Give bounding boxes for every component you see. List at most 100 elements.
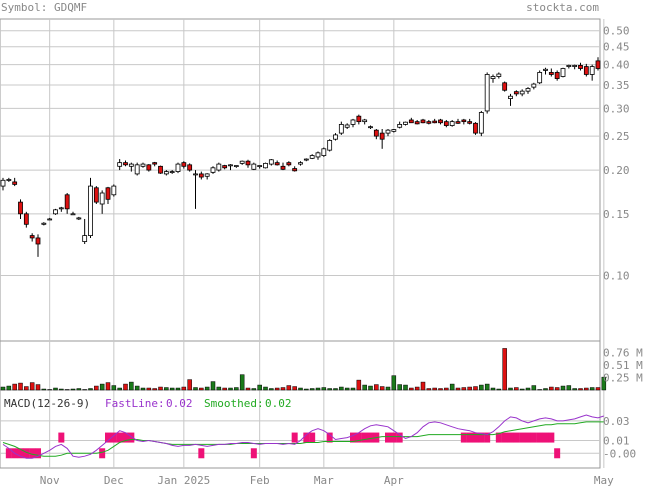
volume-bar (409, 387, 414, 391)
macd-tick-label: 0.01 (603, 435, 630, 448)
candle-body (426, 121, 432, 124)
volume-bar (479, 384, 484, 391)
volume-bar (572, 388, 577, 391)
volume-bar (315, 387, 321, 391)
macd-label: MACD(12-26-9) (4, 397, 90, 410)
candle-body (193, 173, 198, 176)
candle-body (245, 160, 251, 166)
volume-bar (70, 388, 76, 391)
candle-body (123, 162, 128, 166)
candle-body (47, 218, 53, 221)
volume-bar (111, 385, 117, 391)
volume-bar (12, 383, 17, 391)
candle-body (292, 168, 298, 172)
volume-bar (274, 387, 280, 391)
candle-body (327, 140, 333, 151)
x-tick-label: Jan 2025 (157, 474, 210, 486)
volume-bar (234, 387, 239, 391)
volume-bar (397, 384, 402, 391)
volume-bar (385, 386, 391, 391)
candle-body (531, 83, 537, 88)
volume-bar (6, 385, 12, 391)
candle-body (181, 162, 187, 167)
volume-bar (158, 386, 163, 391)
price-tick-label: 0.50 (603, 25, 630, 38)
volume-bar (53, 387, 58, 391)
candle-body (461, 119, 467, 123)
volume-bar (339, 386, 344, 391)
volume-bar (35, 384, 41, 391)
volume-bar (187, 379, 192, 391)
candle-body (35, 237, 41, 245)
price-tick-label: 0.15 (603, 208, 630, 221)
candle-body (88, 185, 93, 236)
candle-body (99, 192, 105, 205)
candle-body (449, 121, 455, 126)
volume-bar (362, 384, 367, 391)
candle-body (508, 95, 513, 99)
volume-bar (531, 385, 537, 391)
candle-body (566, 65, 572, 67)
candle-body (554, 72, 560, 79)
volume-bar (327, 388, 332, 391)
candle-body (589, 66, 595, 75)
volume-bar (199, 387, 204, 391)
candle-body (432, 120, 438, 124)
candle-body (583, 66, 589, 75)
candle-body (93, 187, 99, 203)
volume-bar (228, 387, 233, 391)
candle-body (228, 164, 233, 167)
volume-bar (344, 387, 350, 391)
macd-tick-label: -0.00 (603, 447, 636, 460)
candle-body (29, 235, 35, 239)
candle-body (548, 72, 554, 75)
x-tick-label: May (594, 474, 614, 486)
volume-bar (129, 381, 134, 391)
macd-histogram-bar (472, 432, 479, 443)
volume-bar (449, 383, 455, 391)
macd-histogram-bar (536, 432, 543, 443)
candle-body (513, 91, 519, 95)
candle-body (140, 163, 146, 167)
candle-body (338, 124, 344, 134)
macd-histogram-bar (385, 432, 391, 443)
candle-body (321, 148, 327, 156)
macd-histogram-bar (58, 432, 65, 443)
volume-bar (554, 387, 560, 391)
x-tick-label: Mar (314, 474, 334, 486)
volume-bar (432, 387, 437, 391)
candle-body (128, 163, 134, 167)
volume-bar (292, 386, 297, 391)
volume-bar (426, 388, 432, 391)
volume-bar (473, 386, 478, 391)
candle-body (502, 82, 508, 91)
volume-bar (508, 387, 513, 391)
macd-histogram-bar (501, 432, 508, 443)
volume-bar (257, 384, 262, 391)
macd-histogram-bar (355, 432, 362, 443)
candle-body (169, 171, 175, 173)
volume-bar (24, 386, 29, 391)
candle-body (12, 181, 18, 185)
macd-histogram-bar (525, 432, 531, 443)
candle-body (595, 60, 601, 69)
volume-bar (461, 387, 467, 391)
symbol-label: Symbol: GDQMF (1, 1, 87, 14)
candle-body (152, 162, 158, 165)
volume-bar (280, 387, 286, 391)
volume-bar (175, 387, 181, 391)
macd-histogram-bar (5, 448, 12, 459)
volume-bar (502, 348, 507, 391)
macd-histogram-bar (291, 432, 298, 443)
volume-bar (210, 381, 216, 391)
volume-bars (0, 348, 607, 391)
volume-bar (146, 387, 152, 391)
volume-bar (88, 388, 93, 391)
volume-bar (286, 385, 292, 391)
candle-body (187, 164, 193, 171)
candle-body (373, 129, 379, 137)
candle-body (216, 163, 222, 171)
volume-bar (251, 388, 257, 391)
volume-tick-label: 0.25 M (603, 372, 643, 385)
